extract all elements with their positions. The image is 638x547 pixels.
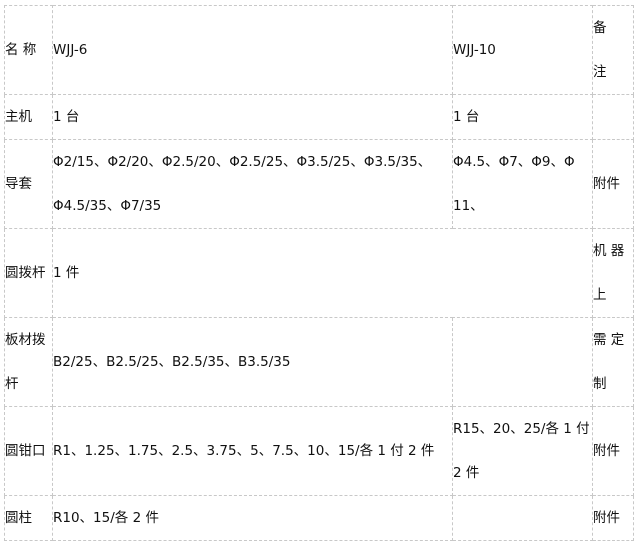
header-model-wjj6: WJJ-6 bbox=[52, 5, 453, 95]
cell-name: 导套 bbox=[4, 139, 53, 229]
table-row: 板材拨杆 B2/25、B2.5/25、B2.5/35、B3.5/35 需 定制 bbox=[4, 317, 634, 407]
cell-model2: 1 台 bbox=[452, 94, 593, 140]
cell-model2 bbox=[452, 495, 593, 541]
cell-line: 机 器 bbox=[593, 243, 625, 259]
cell-line: Φ4.5/35、Φ7/35 bbox=[53, 198, 162, 214]
table-row: 圆钳口 R1、1.25、1.75、2.5、3.75、5、7.5、10、15/各 … bbox=[4, 406, 634, 496]
cell-name: 圆钳口 bbox=[4, 406, 53, 496]
cell-model1: B2/25、B2.5/25、B2.5/35、B3.5/35 bbox=[52, 317, 453, 407]
table-row: 圆拨杆 1 件 机 器上 bbox=[4, 228, 634, 318]
cell-name: 圆拨杆 bbox=[4, 228, 53, 318]
table-row: 主机 1 台 1 台 bbox=[4, 94, 634, 140]
header-model-wjj10: WJJ-10 bbox=[452, 5, 593, 95]
cell-model1: R1、1.25、1.75、2.5、3.75、5、7.5、10、15/各 1 付 … bbox=[52, 406, 453, 496]
cell-line: 板材拨 bbox=[5, 332, 46, 348]
cell-model2: R15、20、25/各 1 付 2 件 bbox=[452, 406, 593, 496]
table-header-row: 名 称 WJJ-6 WJJ-10 备注 bbox=[4, 5, 634, 95]
cell-line: 杆 bbox=[5, 376, 19, 392]
cell-name: 主机 bbox=[4, 94, 53, 140]
cell-name: 板材拨杆 bbox=[4, 317, 53, 407]
cell-name: 圆柱 bbox=[4, 495, 53, 541]
cell-line: 制 bbox=[593, 376, 607, 392]
cell-line: 需 定 bbox=[593, 332, 625, 348]
cell-model1: 1 台 bbox=[52, 94, 453, 140]
cell-remark: 附件 bbox=[592, 406, 634, 496]
cell-line: 2 件 bbox=[453, 465, 480, 481]
cell-remark: 机 器上 bbox=[592, 228, 634, 318]
cell-remark: 附件 bbox=[592, 139, 634, 229]
table-row: 圆柱 R10、15/各 2 件 附件 bbox=[4, 495, 634, 541]
cell-remark bbox=[592, 94, 634, 140]
cell-line: 11、 bbox=[453, 198, 484, 214]
cell-remark: 附件 bbox=[592, 495, 634, 541]
cell-line: Φ4.5、Φ7、Φ9、Φ bbox=[453, 154, 575, 170]
cell-model1: 1 件 bbox=[52, 228, 593, 318]
cell-model2: Φ4.5、Φ7、Φ9、Φ 11、 bbox=[452, 139, 593, 229]
cell-model1: R10、15/各 2 件 bbox=[52, 495, 453, 541]
cell-line: Φ2/15、Φ2/20、Φ2.5/20、Φ2.5/25、Φ3.5/25、Φ3.5… bbox=[53, 154, 432, 170]
header-name: 名 称 bbox=[4, 5, 53, 95]
cell-model2 bbox=[452, 317, 593, 407]
cell-remark: 需 定制 bbox=[592, 317, 634, 407]
cell-line: R15、20、25/各 1 付 bbox=[453, 421, 590, 437]
cell-model1: Φ2/15、Φ2/20、Φ2.5/20、Φ2.5/25、Φ3.5/25、Φ3.5… bbox=[52, 139, 453, 229]
header-remark: 备注 bbox=[592, 5, 634, 95]
parts-table: 名 称 WJJ-6 WJJ-10 备注 主机 1 台 1 台 导套 Φ2/15、… bbox=[4, 5, 634, 541]
cell-line: 上 bbox=[593, 287, 607, 303]
table-row: 导套 Φ2/15、Φ2/20、Φ2.5/20、Φ2.5/25、Φ3.5/25、Φ… bbox=[4, 139, 634, 229]
header-remark-text: 备注 bbox=[593, 20, 607, 80]
